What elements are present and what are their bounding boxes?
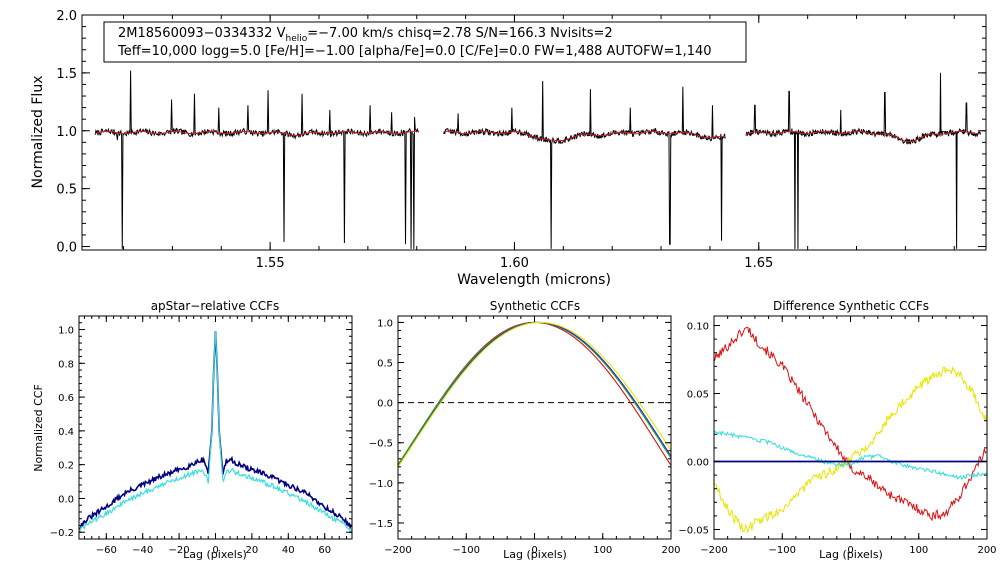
apstar-ccf-ylabel: Normalized CCF [32,384,45,472]
v-prefix: V [277,26,286,41]
apstar-ccf-ytick-label: −0.2 [50,528,74,539]
difference-ccf-xtick-label: −100 [769,545,796,556]
info-box-frame [103,21,747,63]
spectrum-axes: 1.55 1.60 1.65 0.0 0.5 1.0 1.5 2.0 [56,9,986,271]
spectrum-ylabel: Normalized Flux [30,76,46,189]
synthetic-ccf-ytick-label: 1.0 [377,318,393,329]
synthetic-ccf-xlabel: Lag (pixels) [503,548,567,561]
spectrum-ytick-label: 1.5 [56,67,77,82]
observed-spectrum-chip-2 [443,80,726,249]
observed-spectrum-chip-1 [94,70,420,249]
synthetic-ccf-xtick-label: 100 [593,545,612,556]
spectrum-xtick-label: 1.60 [500,256,529,271]
synthetic-ccf-title: Synthetic CCFs [490,299,580,313]
apstar-ccf-ytick-label: 0.6 [58,393,74,404]
synthetic-ccf-axes: −200 −100 0 100 200 −1.5 −1.0 −0.5 0.0 0.5 1.0 [369,316,681,556]
apstar-ccf-axes: −60 −40 −20 0 20 40 60 −0.2 0.0 0.2 0.4 0.6 0.8 1.0 [50,316,352,556]
difference-ccf-xtick-label: 100 [909,545,928,556]
difference-red [713,326,987,522]
ccf-series-visit-1 [78,331,353,531]
apstar-ccf-xtick-label: 0 [212,545,218,556]
synthetic-ccf-ytick-label: −1.5 [369,519,393,530]
info-line-1: 2M18560093−0334332 Vhelio=−7.00 km/s chi… [118,26,613,44]
apstar-ccf-xtick-label: 20 [246,545,259,556]
spectrum-ytick-label: 1.0 [56,125,77,140]
synthetic-model-yellow [397,321,672,468]
v-suffix: =−7.00 km/s chisq=2.78 S/N=166.3 Nvisits… [307,26,612,41]
difference-ccf-panel: Difference Synthetic CCFs −200 −100 0 100 20… [678,299,996,561]
apstar-ccf-xlabel: Lag (pixels) [183,548,247,561]
apstar-ccf-ytick-label: 0.2 [58,461,74,472]
synthetic-ccf-xtick-label: −100 [453,545,480,556]
synthetic-ccf-xtick-label: 200 [661,545,680,556]
difference-ccf-xtick-label: 0 [847,545,853,556]
ccf-series-visit-2 [78,331,353,534]
apstar-ccf-ytick-label: 1.0 [58,326,74,337]
synthetic-ccf-panel: Synthetic CCFs −200 −100 0 100 200 −1.5 −1.0 −0… [369,299,681,561]
spectrum-panel: 1.55 1.60 1.65 0.0 0.5 1.0 1.5 2.0 Wavelength (… [30,9,987,288]
spectrum-xtick-label: 1.55 [256,256,285,271]
apstar-ccf-xtick-label: 40 [282,545,295,556]
observed-spectrum-chip-3 [745,72,982,249]
model-spectrum-chip-2 [443,130,726,142]
apstar-ccf-xtick-label: −40 [132,545,153,556]
spectrum-xlabel: Wavelength (microns) [457,272,611,288]
model-spectrum-chip-1 [95,130,419,136]
spectrum-plot-area [94,70,982,249]
difference-ccf-frame [713,315,988,540]
spectrum-ytick-label: 2.0 [56,9,77,24]
synthetic-ccf-xtick-label: 0 [531,545,537,556]
synthetic-ccf-ytick-label: −1.0 [369,479,393,490]
synthetic-ccf-xtick-label: −200 [384,545,411,556]
difference-ccf-ytick-label: 0.00 [687,457,709,468]
apstar-ccf-xtick-label: −60 [96,545,117,556]
apstar-ccf-title: apStar−relative CCFs [151,299,280,313]
apstar-ccf-xtick-label: 60 [318,545,331,556]
spectrum-ytick-label: 0.5 [56,183,77,198]
difference-ccf-xtick-label: 200 [977,545,996,556]
synthetic-ccf-plot-area [397,321,672,468]
apstar-ccf-ytick-label: 0.4 [58,427,74,438]
synthetic-model-blue [397,321,672,467]
apstar-ccf-ytick-label: 0.8 [58,359,74,370]
v-subscript: helio [286,34,308,44]
spectrum-xtick-label: 1.65 [744,256,773,271]
apstar-ccf-xtick-label: −20 [169,545,190,556]
difference-ccf-ytick-label: 0.05 [687,390,709,401]
spectrum-ytick-label: 0.0 [56,241,77,256]
synthetic-ccf-ytick-label: −0.5 [369,439,393,450]
synthetic-ccf-ytick-label: 0.0 [377,399,393,410]
synthetic-ccf-ytick-label: 0.5 [377,359,393,370]
star-id: 2M18560093−0334332 [118,26,272,41]
difference-ccf-xlabel: Lag (pixels) [819,548,883,561]
difference-ccf-ytick-label: −0.05 [678,525,709,536]
difference-ccf-plot-area [713,326,987,534]
spectrum-frame [81,14,987,251]
apstar-ccf-plot-area [78,331,353,534]
apstar-ccf-ytick-label: 0.0 [58,494,74,505]
difference-ccf-ytick-label: 0.10 [687,322,709,333]
difference-ccf-xtick-label: −200 [700,545,727,556]
difference-ccf-title: Difference Synthetic CCFs [773,299,929,313]
info-box: 2M18560093−0334332 Vhelio=−7.00 km/s chi… [103,21,747,63]
difference-yellow [713,366,987,534]
synthetic-ccf-frame [397,315,672,540]
apstar-ccf-panel: apStar−relative CCFs −60 −40 −20 0 20 40 60 −0.… [32,299,353,561]
info-line-2: Teff=10,000 logg=5.0 [Fe/H]=−1.00 [alpha… [117,44,712,59]
model-spectrum-chip-3 [745,130,981,143]
difference-ccf-axes: −200 −100 0 100 200 −0.05 0.00 0.05 0.10 [678,316,997,556]
difference-cyan [713,430,987,481]
